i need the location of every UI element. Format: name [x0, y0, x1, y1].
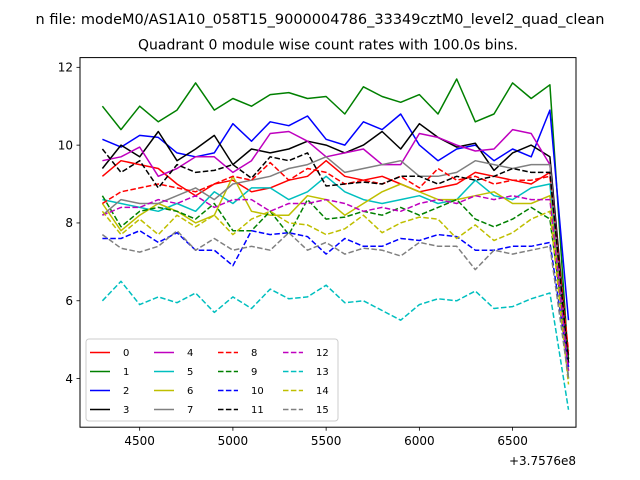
legend-label-1: 1 — [123, 367, 129, 378]
series-line-0 — [101, 159, 570, 356]
chart-title: Quadrant 0 module wise count rates with … — [138, 38, 518, 54]
legend-label-9: 9 — [251, 367, 257, 378]
legend-label-11: 11 — [251, 405, 264, 416]
y-tick-label: 8 — [65, 216, 73, 230]
legend-label-6: 6 — [187, 386, 193, 397]
series-line-3 — [101, 122, 570, 360]
legend-label-15: 15 — [316, 405, 329, 416]
series-line-9 — [101, 195, 570, 360]
y-tick-label: 4 — [65, 372, 73, 386]
x-tick-label: 6000 — [404, 434, 435, 448]
axes-frame — [79, 57, 577, 428]
y-tick-label: 12 — [58, 61, 73, 75]
series-line-6 — [101, 175, 570, 371]
y-tick-label: 10 — [58, 138, 73, 152]
series-line-12 — [102, 194, 570, 371]
series-layer — [101, 78, 570, 410]
legend-label-0: 0 — [123, 348, 129, 359]
y-tick-label: 6 — [65, 294, 73, 308]
series-line-13 — [101, 280, 570, 410]
x-tick-label: 5000 — [218, 434, 249, 448]
series-line-4 — [102, 128, 570, 367]
legend-label-7: 7 — [187, 405, 193, 416]
series-line-15 — [101, 229, 570, 379]
legend-label-2: 2 — [123, 386, 129, 397]
series-line-8 — [102, 161, 570, 352]
series-line-2 — [102, 109, 570, 321]
legend-label-12: 12 — [316, 348, 329, 359]
legend-label-3: 3 — [123, 405, 129, 416]
x-tick-label: 5500 — [311, 434, 342, 448]
x-tick-label: 6500 — [497, 434, 528, 448]
legend-label-5: 5 — [187, 367, 193, 378]
series-line-11 — [101, 148, 570, 364]
legend-label-13: 13 — [316, 367, 329, 378]
x-axis: 4500 5000 5500 6000 6500 — [124, 427, 528, 448]
x-tick-label: 4500 — [124, 434, 155, 448]
legend-label-4: 4 — [187, 348, 193, 359]
legend-label-14: 14 — [316, 386, 329, 397]
legend-label-10: 10 — [251, 386, 264, 397]
y-axis: 4 6 8 10 12 — [58, 61, 80, 386]
x-axis-offset-label: +3.7576e8 — [509, 454, 576, 468]
chart-suptitle: n file: modeM0/AS1A10_058T15_9000004786_… — [36, 12, 605, 28]
series-line-10 — [102, 229, 570, 368]
legend-frame — [85, 338, 339, 422]
series-line-1 — [101, 78, 570, 364]
legend-label-8: 8 — [251, 348, 257, 359]
series-line-7 — [101, 156, 570, 379]
